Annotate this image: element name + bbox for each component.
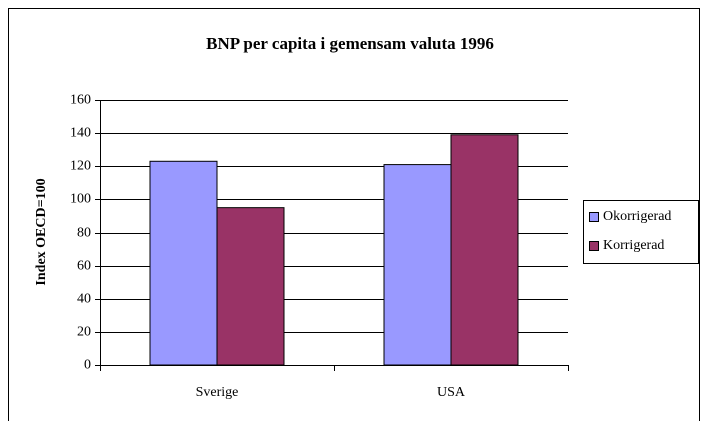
y-tick-label: 160 (70, 93, 91, 108)
y-tick-label: 40 (77, 292, 91, 307)
y-tick-label: 140 (70, 126, 91, 141)
y-axis-label: Index OECD=100 (34, 178, 49, 285)
y-tick-label: 100 (70, 192, 91, 207)
bar (216, 207, 285, 366)
chart-title: BNP per capita i gemensam valuta 1996 (206, 34, 494, 53)
y-tick-label: 20 (77, 325, 91, 340)
bar (450, 134, 519, 366)
bar (149, 160, 218, 366)
y-tick-label: 120 (70, 159, 91, 174)
chart-frame (8, 8, 700, 421)
bar (383, 164, 452, 366)
x-tick-label: USA (437, 385, 466, 400)
y-tick-label: 0 (84, 358, 91, 373)
legend-box (583, 200, 699, 264)
legend-swatch (589, 212, 599, 222)
legend-label: Korrigerad (603, 238, 664, 253)
y-tick-label: 80 (77, 226, 91, 241)
y-tick-label: 60 (77, 259, 91, 274)
x-tick-label: Sverige (196, 385, 239, 400)
legend-label: Okorrigerad (603, 209, 671, 224)
legend-swatch (589, 241, 599, 251)
